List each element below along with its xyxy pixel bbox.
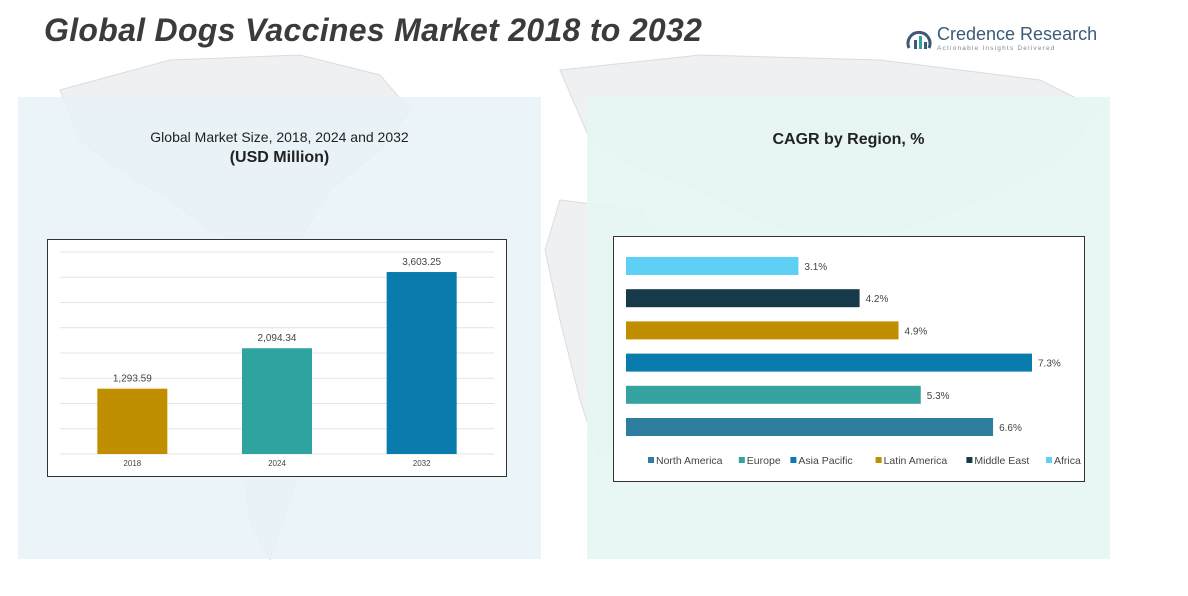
data-label: 3.1% (804, 262, 827, 273)
legend-swatch (790, 457, 797, 463)
legend-label: Latin America (884, 455, 948, 467)
x-tick-label: 2018 (123, 459, 141, 468)
data-label: 3,603.25 (402, 257, 441, 268)
legend-swatch (1046, 457, 1052, 463)
brand-logo: Credence Research Actionable Insights De… (905, 24, 1098, 58)
data-label: 5.3% (927, 391, 950, 402)
market-size-unit: (USD Million) (229, 149, 330, 166)
cagr-chart: 3.1% 4.2% 4.9% 7.3% 5.3% 6.6% North America Eur… (626, 257, 1081, 467)
legend-label: Africa (1054, 455, 1081, 467)
x-tick-label: 2024 (268, 459, 286, 468)
bar-europe (626, 385, 921, 404)
data-label: 4.2% (866, 294, 889, 305)
data-label: 7.3% (1038, 359, 1061, 370)
credence-logo-icon (906, 30, 932, 49)
logo-tagline: Actionable Insights Delivered (937, 45, 1056, 52)
bar-asia-pacific (626, 353, 1032, 372)
data-label: 1,293.59 (113, 374, 152, 385)
bar-africa (626, 257, 799, 275)
bar-latin-america (626, 321, 899, 340)
market-size-title: Global Market Size, 2018, 2024 and 2032 (150, 129, 409, 145)
market-size-chart-box: 1,293.59 2018 2,094.34 2024 3,603.25 2032 (47, 239, 507, 477)
bar-2032 (386, 272, 457, 454)
cagr-title: CAGR by Region, % (772, 131, 925, 148)
legend-label: Europe (747, 455, 781, 467)
bar-middle-east (626, 289, 860, 308)
cagr-chart-box: 3.1% 4.2% 4.9% 7.3% 5.3% 6.6% North America Eur… (613, 236, 1085, 482)
bar-2018 (97, 388, 168, 454)
data-label: 4.9% (905, 326, 928, 337)
legend-label: North America (656, 455, 723, 467)
legend-swatch (875, 457, 882, 463)
logo-name: Credence Research (937, 24, 1098, 44)
data-label: 6.6% (999, 423, 1022, 434)
bar-2024 (242, 348, 312, 454)
bar-north-america (626, 418, 994, 436)
legend-swatch (648, 457, 654, 463)
page-title: Global Dogs Vaccines Market 2018 to 2032 (44, 12, 703, 48)
market-size-chart: 1,293.59 2018 2,094.34 2024 3,603.25 2032 (60, 251, 494, 468)
data-label: 2,094.34 (258, 333, 297, 344)
legend-label: Asia Pacific (798, 455, 852, 467)
legend-swatch (738, 457, 745, 463)
x-tick-label: 2032 (413, 459, 431, 468)
legend-label: Middle East (974, 455, 1029, 467)
legend-swatch (966, 457, 973, 463)
